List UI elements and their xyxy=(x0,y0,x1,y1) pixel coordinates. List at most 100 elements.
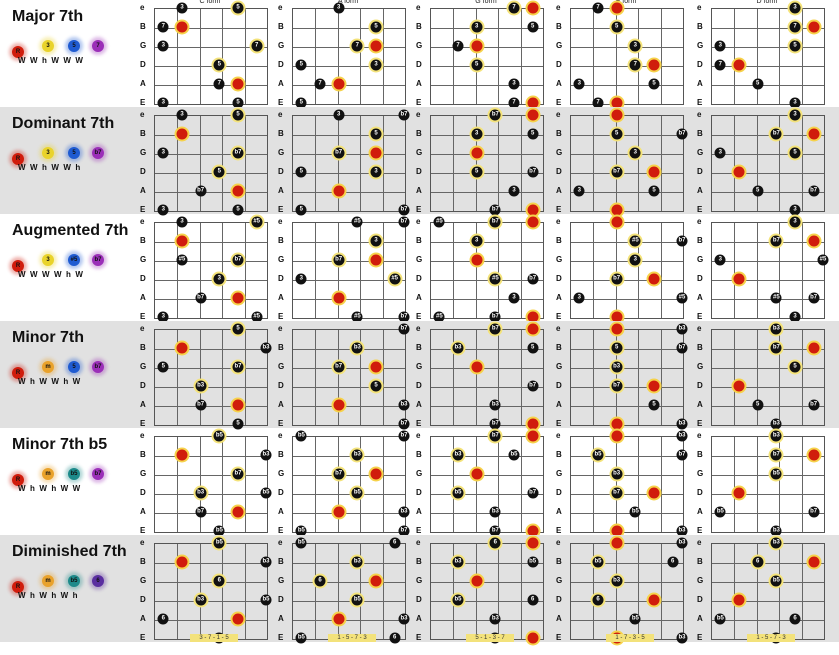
note-dot: b5 xyxy=(714,506,726,518)
fret-line xyxy=(337,116,339,211)
fret-line xyxy=(177,544,179,639)
string-line xyxy=(712,563,824,564)
note-dot: R xyxy=(471,40,483,52)
note-dot: b3 xyxy=(351,449,363,461)
string-label: e xyxy=(140,110,145,119)
string-line xyxy=(155,563,267,564)
fret-line xyxy=(779,437,781,532)
legend-dot: 3 xyxy=(42,147,54,159)
legend-dot: R xyxy=(12,474,24,486)
string-label: e xyxy=(416,3,421,12)
string-label: B xyxy=(416,343,422,352)
fret-line xyxy=(756,330,758,425)
note-dot: 5 xyxy=(370,21,382,33)
string-line xyxy=(155,28,267,29)
note-dot: b7 xyxy=(489,418,501,430)
note-dot: 7 xyxy=(213,78,225,90)
string-line xyxy=(571,349,683,350)
fret-line xyxy=(475,330,477,425)
fret-line xyxy=(615,223,617,318)
note-dot: b5 xyxy=(770,575,782,587)
string-line xyxy=(293,494,405,495)
note-dot: R xyxy=(471,575,483,587)
fret-line xyxy=(475,116,477,211)
fret-line xyxy=(453,330,455,425)
form-label: C form xyxy=(199,0,221,5)
string-label: D xyxy=(278,595,284,604)
note-dot: b3 xyxy=(676,525,688,537)
legend-dot: #5 xyxy=(68,254,80,266)
legend-steps: W h W h W h xyxy=(18,591,78,600)
note-dot: 5 xyxy=(232,97,244,109)
fret-line xyxy=(244,116,246,211)
string-label: E xyxy=(416,312,422,321)
string-line xyxy=(431,582,543,583)
fret-line xyxy=(337,544,339,639)
note-dot: 5 xyxy=(295,166,307,178)
note-dot: b3 xyxy=(676,632,688,644)
note-dot: b7 xyxy=(527,380,539,392)
note-dot: R xyxy=(733,380,745,392)
note-dot: 3 xyxy=(176,216,188,228)
note-dot: b7 xyxy=(333,361,345,373)
note-dot: 3 xyxy=(370,235,382,247)
fret-grid xyxy=(292,329,406,426)
string-line xyxy=(431,475,543,476)
note-dot: 5 xyxy=(611,342,623,354)
note-dot: R xyxy=(527,525,539,537)
fret-line xyxy=(498,330,500,425)
note-dot: 6 xyxy=(789,613,801,625)
fret-line xyxy=(660,544,662,639)
fret-line xyxy=(734,330,736,425)
string-line xyxy=(571,192,683,193)
note-dot: b7 xyxy=(676,342,688,354)
string-label: A xyxy=(697,400,703,409)
string-label: e xyxy=(278,110,283,119)
string-label: B xyxy=(697,343,703,352)
fret-line xyxy=(638,223,640,318)
string-line xyxy=(431,280,543,281)
fret-grid xyxy=(430,329,544,426)
string-label: E xyxy=(697,633,703,642)
string-label: D xyxy=(416,595,422,604)
note-dot: R xyxy=(527,204,539,216)
string-line xyxy=(155,135,267,136)
fret-line xyxy=(593,223,595,318)
fret-line xyxy=(177,437,179,532)
interval-strip: 1 - 7 - 3 - 5 xyxy=(606,634,654,642)
string-line xyxy=(293,368,405,369)
note-dot: R xyxy=(333,506,345,518)
interval-strip: 1 - 5 - 7 - 3 xyxy=(747,634,795,642)
string-label: B xyxy=(140,22,146,31)
note-dot: 5 xyxy=(648,399,660,411)
note-dot: R xyxy=(527,418,539,430)
string-label: G xyxy=(556,576,563,585)
string-label: A xyxy=(697,79,703,88)
string-label: A xyxy=(140,186,146,195)
note-dot: b7 xyxy=(333,468,345,480)
note-dot: R xyxy=(733,166,745,178)
string-label: D xyxy=(556,274,562,283)
note-dot: #5 xyxy=(433,311,445,323)
string-label: E xyxy=(278,526,284,535)
string-label: G xyxy=(697,362,704,371)
string-line xyxy=(712,601,824,602)
string-label: D xyxy=(278,167,284,176)
note-dot: b7 xyxy=(770,449,782,461)
string-line xyxy=(571,280,683,281)
note-dot: b5 xyxy=(452,487,464,499)
note-dot: 5 xyxy=(527,128,539,140)
fret-line xyxy=(315,437,317,532)
note-dot: 3 xyxy=(573,185,585,197)
string-line xyxy=(571,456,683,457)
note-dot: #5 xyxy=(676,292,688,304)
legend-dot: b5 xyxy=(68,468,80,480)
string-label: A xyxy=(140,293,146,302)
note-dot: #5 xyxy=(389,273,401,285)
string-label: A xyxy=(416,293,422,302)
note-dot: R xyxy=(333,185,345,197)
note-dot: #5 xyxy=(770,292,782,304)
note-dot: b7 xyxy=(195,185,207,197)
string-line xyxy=(293,280,405,281)
note-dot: b3 xyxy=(770,418,782,430)
